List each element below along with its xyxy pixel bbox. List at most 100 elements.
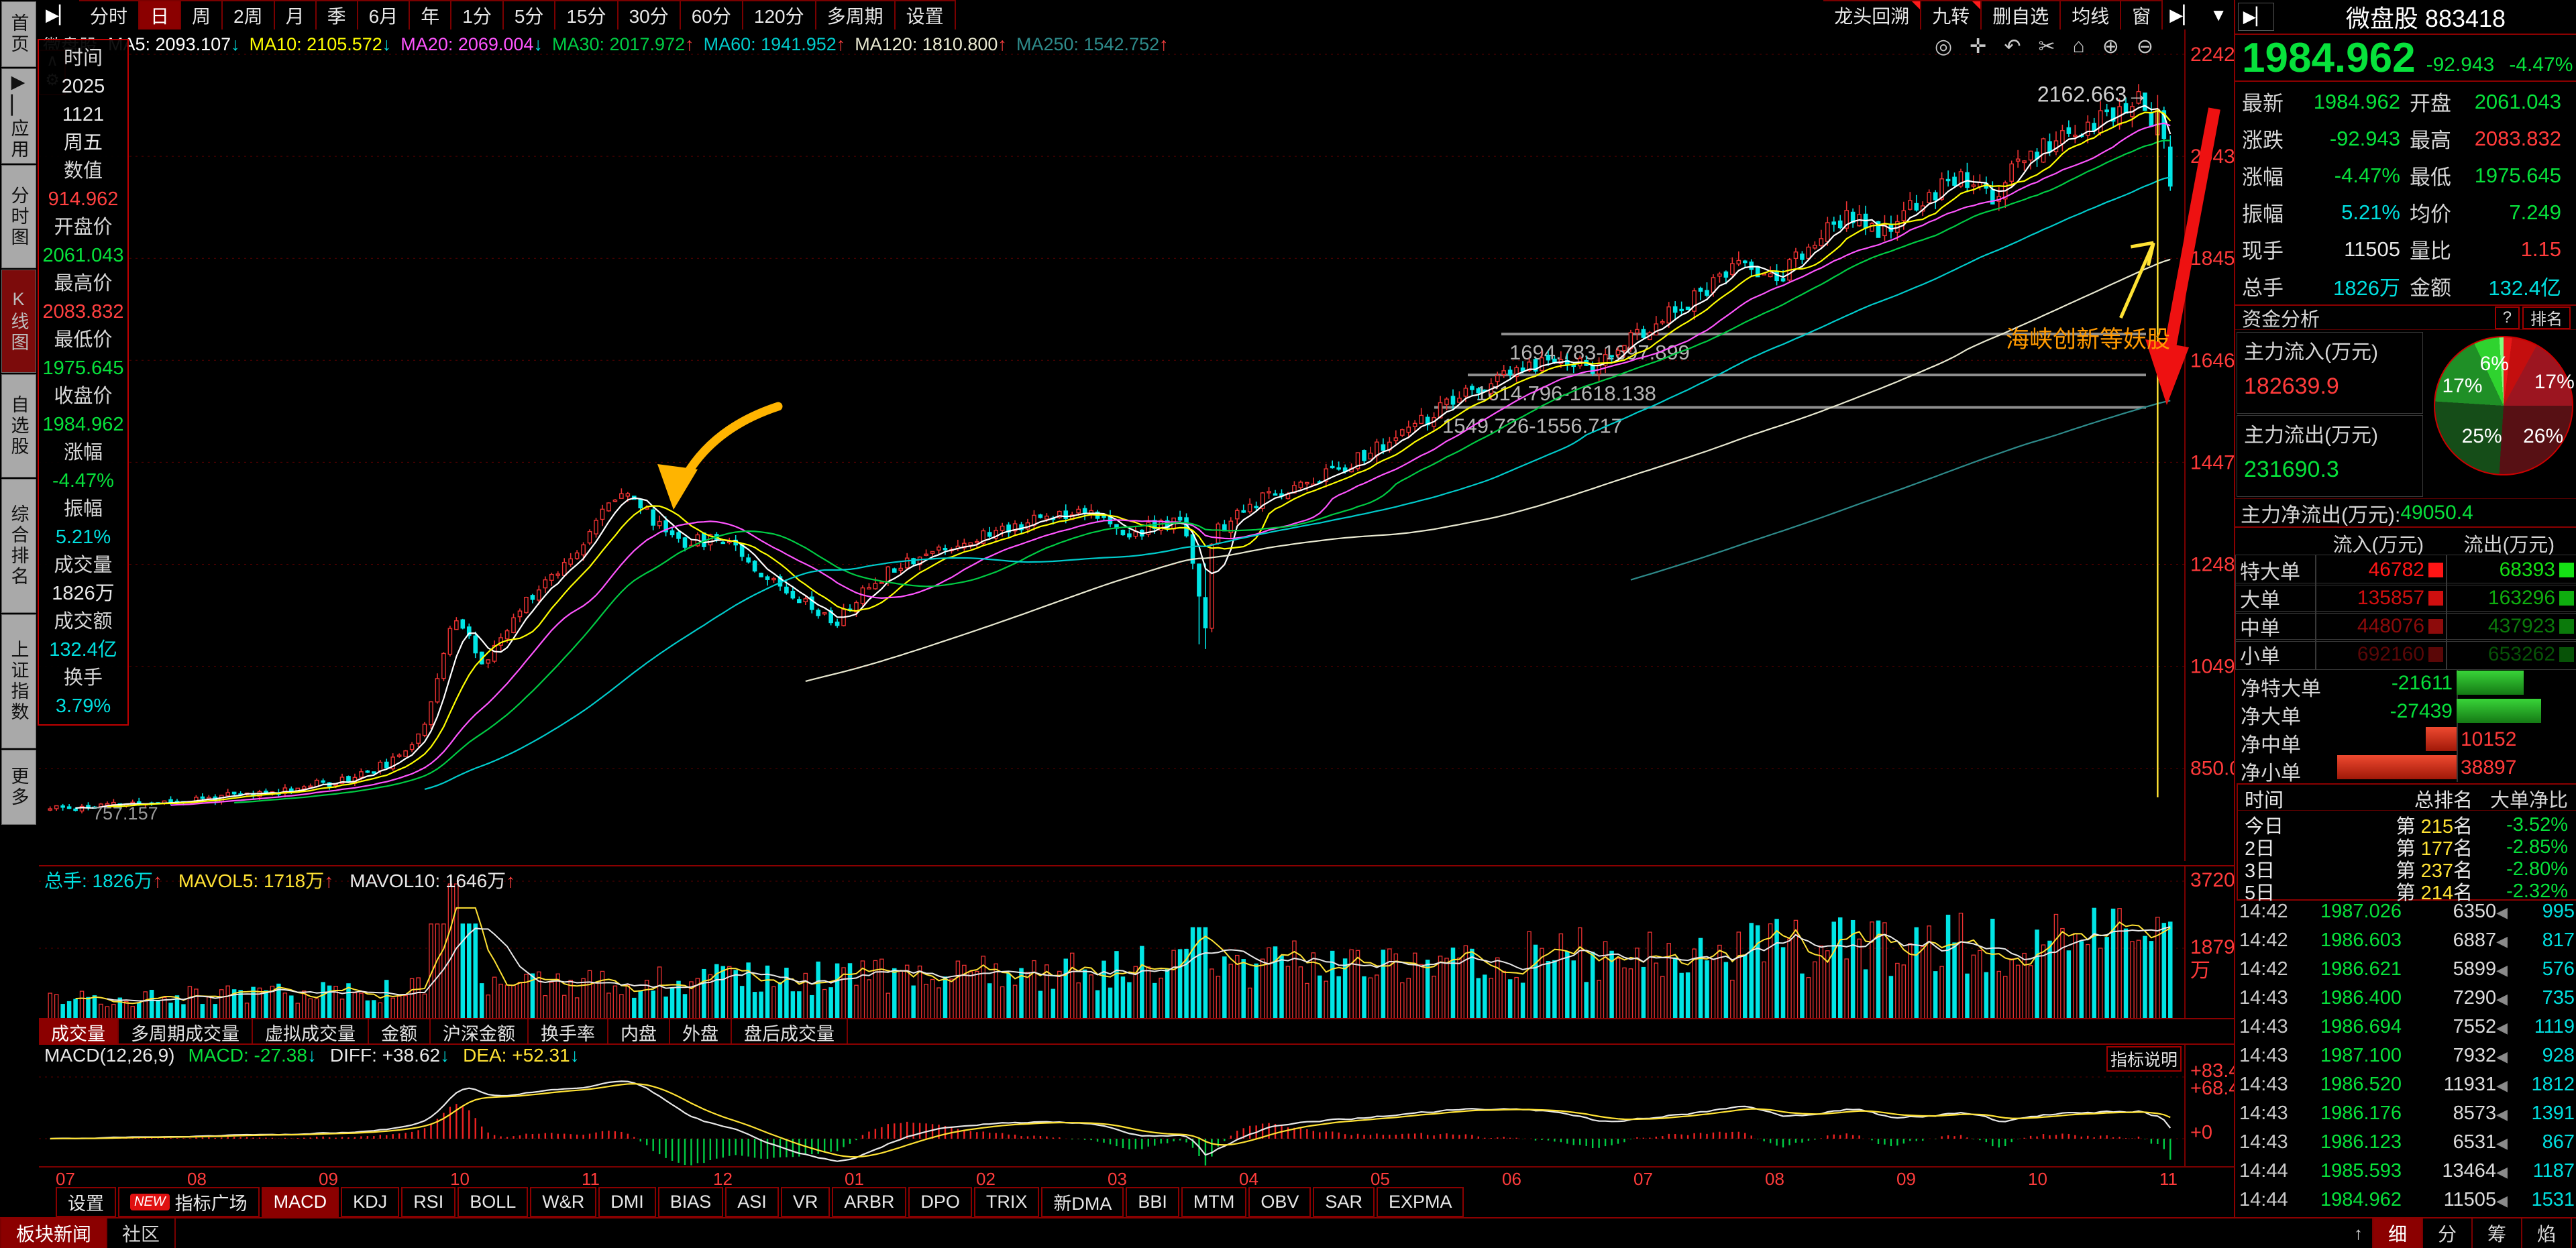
indicator-tab-DPO[interactable]: DPO	[908, 1187, 972, 1217]
net-outflow-row: 主力净流出(万元): 49050.4	[2235, 498, 2576, 528]
indicator-tab-KDJ[interactable]: KDJ	[341, 1187, 400, 1217]
indicator-tab-OBV[interactable]: OBV	[1248, 1187, 1311, 1217]
collapse-right-icon[interactable]: ▶▏	[2238, 3, 2274, 31]
dropdown-icon[interactable]: ▼	[2210, 4, 2227, 25]
period-tab-月[interactable]: 月	[274, 0, 317, 30]
indicator-tab-DMI[interactable]: DMI	[598, 1187, 656, 1217]
volume-tab-金额[interactable]: 金额	[369, 1019, 431, 1045]
sidebar-item-5[interactable]: 自选股	[1, 374, 36, 477]
volume-tab-盘后成交量[interactable]: 盘后成交量	[732, 1019, 848, 1045]
sidebar-item-2[interactable]: ▶▏应用	[1, 68, 36, 164]
cut-icon[interactable]: ✂	[2038, 36, 2055, 58]
indicator-tab-VR[interactable]: VR	[780, 1187, 830, 1217]
indicator-tab-BBI[interactable]: BBI	[1126, 1187, 1179, 1217]
zoom-out-icon[interactable]: ⊖	[2136, 36, 2153, 58]
indicator-tab-BIAS[interactable]: BIAS	[657, 1187, 724, 1217]
volume-tab-换手率[interactable]: 换手率	[529, 1019, 608, 1045]
volume-tab-内盘[interactable]: 内盘	[608, 1019, 670, 1045]
tick-row-11[interactable]: 14:44 1984.962 11505◀ 1531	[2239, 1189, 2575, 1210]
indicator-tab-SAR[interactable]: SAR	[1313, 1187, 1375, 1217]
tick-row-4[interactable]: 14:43 1986.400 7290◀ 735	[2239, 987, 2575, 1009]
tick-row-3[interactable]: 14:42 1986.621 5899◀ 576	[2239, 958, 2575, 980]
zoom-in-icon[interactable]: ⊕	[2102, 36, 2119, 58]
info-row-19: 成交量	[54, 555, 113, 576]
collapse-left-icon[interactable]: ▶▏	[46, 4, 72, 25]
sidebar-item-8[interactable]: 更多	[1, 750, 36, 825]
period-tab-年[interactable]: 年	[410, 0, 452, 30]
macd-pane[interactable]: +83.49+68.48+0	[39, 1043, 2251, 1168]
pan-icon[interactable]: ✛	[1970, 36, 1987, 58]
tick-row-2[interactable]: 14:42 1986.603 6887◀ 817	[2239, 929, 2575, 951]
tool-button-窗[interactable]: 窗	[2121, 0, 2163, 30]
rank-button[interactable]: 排名	[2522, 306, 2571, 329]
scroll-top-icon[interactable]: ↑	[2353, 1223, 2363, 1243]
indicator-settings-button[interactable]: 设置	[56, 1187, 116, 1217]
volume-pane[interactable]: 3720 1879 万	[39, 865, 2235, 1019]
indicator-tab-W&R[interactable]: W&R	[530, 1187, 597, 1217]
sidebar-item-6[interactable]: 综合排名	[1, 479, 36, 613]
tool-button-删自选[interactable]: 删自选	[1982, 0, 2061, 30]
period-tab-季[interactable]: 季	[316, 0, 358, 30]
rank-table: 时间 总排名 大单净比 今日第 215名 -3.52% 2日第 177名 -2.85% 3日第…	[2237, 783, 2576, 904]
period-tab-60分[interactable]: 60分	[680, 0, 743, 30]
period-tab-周[interactable]: 周	[181, 0, 223, 30]
status-tab-社区[interactable]: 社区	[107, 1218, 176, 1248]
indicator-tab-ARBR[interactable]: ARBR	[832, 1187, 907, 1217]
tick-row-6[interactable]: 14:43 1987.100 7932◀ 928	[2239, 1045, 2575, 1066]
volume-tab-成交量[interactable]: 成交量	[39, 1019, 119, 1045]
sidebar-item-3[interactable]: 分时图	[1, 165, 36, 268]
info-row-6: 914.962	[48, 188, 119, 210]
period-tab-6月[interactable]: 6月	[358, 0, 411, 30]
volume-tab-虚拟成交量[interactable]: 虚拟成交量	[253, 1019, 369, 1045]
help-button[interactable]: ?	[2494, 306, 2520, 329]
period-tab-5分[interactable]: 5分	[503, 0, 556, 30]
tool-button-均线[interactable]: 均线	[2061, 0, 2122, 30]
indicator-tab-新DMA[interactable]: 新DMA	[1041, 1187, 1124, 1217]
tick-row-5[interactable]: 14:43 1986.694 7552◀ 1119	[2239, 1016, 2575, 1037]
tick-row-7[interactable]: 14:43 1986.520 11931◀ 1812	[2239, 1074, 2575, 1095]
period-tab-多周期[interactable]: 多周期	[816, 0, 896, 30]
volume-tab-沪深金额[interactable]: 沪深金额	[431, 1019, 529, 1045]
tick-row-8[interactable]: 14:43 1986.176 8573◀ 1391	[2239, 1102, 2575, 1124]
collapse-panel-icon[interactable]: ▶▏	[2169, 4, 2197, 25]
period-tab-2周[interactable]: 2周	[223, 0, 275, 30]
tick-row-9[interactable]: 14:43 1986.123 6531◀ 867	[2239, 1131, 2575, 1153]
indicator-plaza-button[interactable]: NEW 指标广场	[118, 1187, 260, 1217]
period-tab-日[interactable]: 日	[140, 0, 182, 30]
indicator-tab-BOLL[interactable]: BOLL	[458, 1187, 529, 1217]
period-tab-设置[interactable]: 设置	[895, 0, 956, 30]
tick-row-10[interactable]: 14:44 1985.593 13464◀ 1187	[2239, 1160, 2575, 1182]
period-tab-1分[interactable]: 1分	[451, 0, 504, 30]
detail-tab-细[interactable]: 细	[2371, 1218, 2423, 1248]
period-tab-120分[interactable]: 120分	[743, 0, 816, 30]
volume-tab-多周期成交量[interactable]: 多周期成交量	[119, 1019, 253, 1045]
tick-row-1[interactable]: 14:42 1987.026 6350◀ 995	[2239, 901, 2575, 922]
undo-icon[interactable]: ↶	[2004, 36, 2021, 58]
indicator-tab-MACD[interactable]: MACD	[261, 1187, 339, 1217]
indicator-tab-ASI[interactable]: ASI	[725, 1187, 779, 1217]
period-tab-15分[interactable]: 15分	[555, 0, 619, 30]
eye-icon[interactable]: ◎	[1934, 36, 1953, 58]
sidebar-item-4[interactable]: K线图	[1, 270, 36, 373]
lock-icon[interactable]: ⌂	[2072, 35, 2085, 57]
indicator-tab-RSI[interactable]: RSI	[401, 1187, 456, 1217]
indicator-tab-EXPMA[interactable]: EXPMA	[1376, 1187, 1464, 1217]
detail-tab-筹[interactable]: 筹	[2473, 1218, 2522, 1248]
status-tab-板块新闻[interactable]: 板块新闻	[0, 1218, 108, 1248]
tick-list[interactable]: 14:42 1987.026 6350◀ 995 14:42 1986.603 6887◀ 8…	[2235, 897, 2576, 1214]
month-label-13: 07	[1633, 1169, 1653, 1189]
indicator-help-button[interactable]: 指标说明	[2106, 1046, 2182, 1072]
indicator-tab-MTM[interactable]: MTM	[1181, 1187, 1247, 1217]
sidebar-item-1[interactable]: 首页	[1, 1, 36, 67]
volume-tab-外盘[interactable]: 外盘	[670, 1019, 732, 1045]
indicator-tab-TRIX[interactable]: TRIX	[973, 1187, 1040, 1217]
period-tab-分时[interactable]: 分时	[79, 0, 140, 30]
tool-button-九转[interactable]: 九转	[1921, 0, 1982, 30]
detail-tab-分[interactable]: 分	[2423, 1218, 2473, 1248]
period-tab-30分[interactable]: 30分	[618, 0, 681, 30]
price-change: -92.943	[2426, 54, 2495, 76]
sidebar-item-7[interactable]: 上证指数	[1, 614, 36, 748]
tool-button-龙头回溯[interactable]: 龙头回溯	[1823, 0, 1922, 30]
kline-chart[interactable]: 2242204318451646144712481049850.01694.78…	[39, 30, 2234, 861]
detail-tab-焰[interactable]: 焰	[2522, 1218, 2572, 1248]
